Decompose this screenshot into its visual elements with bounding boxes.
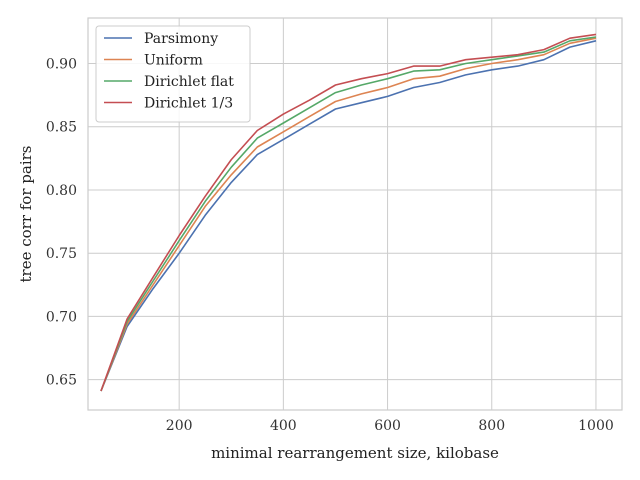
x-tick-label: 400 [270, 418, 297, 434]
y-axis-label: tree corr for pairs [17, 146, 35, 283]
plot-frame [87, 17, 623, 411]
x-axis-label: minimal rearrangement size, kilobase [211, 444, 499, 462]
x-tick-label: 600 [374, 418, 401, 434]
series-line-parsimony [100, 40, 597, 392]
y-tick-label: 0.90 [46, 57, 77, 73]
y-tick-label: 0.85 [46, 120, 77, 136]
series-line-dirichlet-1-3 [100, 33, 597, 392]
x-tick-label: 1000 [578, 418, 614, 434]
legend-label: Dirichlet flat [144, 74, 234, 90]
legend: Parsimony Uniform Dirichlet flat Dirichlet … [95, 25, 251, 123]
y-tick-label: 0.75 [46, 246, 77, 262]
series-line-uniform [100, 37, 597, 392]
tick-labels: 200 400 600 800 1000 0.65 0.70 0.75 0.80 0.85 0.90 [46, 57, 614, 434]
legend-label: Uniform [144, 53, 203, 69]
legend-label: Parsimony [144, 31, 218, 47]
series-lines [100, 33, 597, 392]
y-tick-label: 0.80 [46, 183, 77, 199]
series-line-dirichlet-flat [100, 36, 597, 392]
y-tick-label: 0.65 [46, 373, 77, 389]
legend-box [95, 25, 251, 123]
x-tick-label: 200 [166, 418, 193, 434]
x-tick-label: 800 [478, 418, 505, 434]
y-tick-label: 0.70 [46, 309, 77, 325]
legend-label: Dirichlet 1/3 [144, 96, 233, 112]
